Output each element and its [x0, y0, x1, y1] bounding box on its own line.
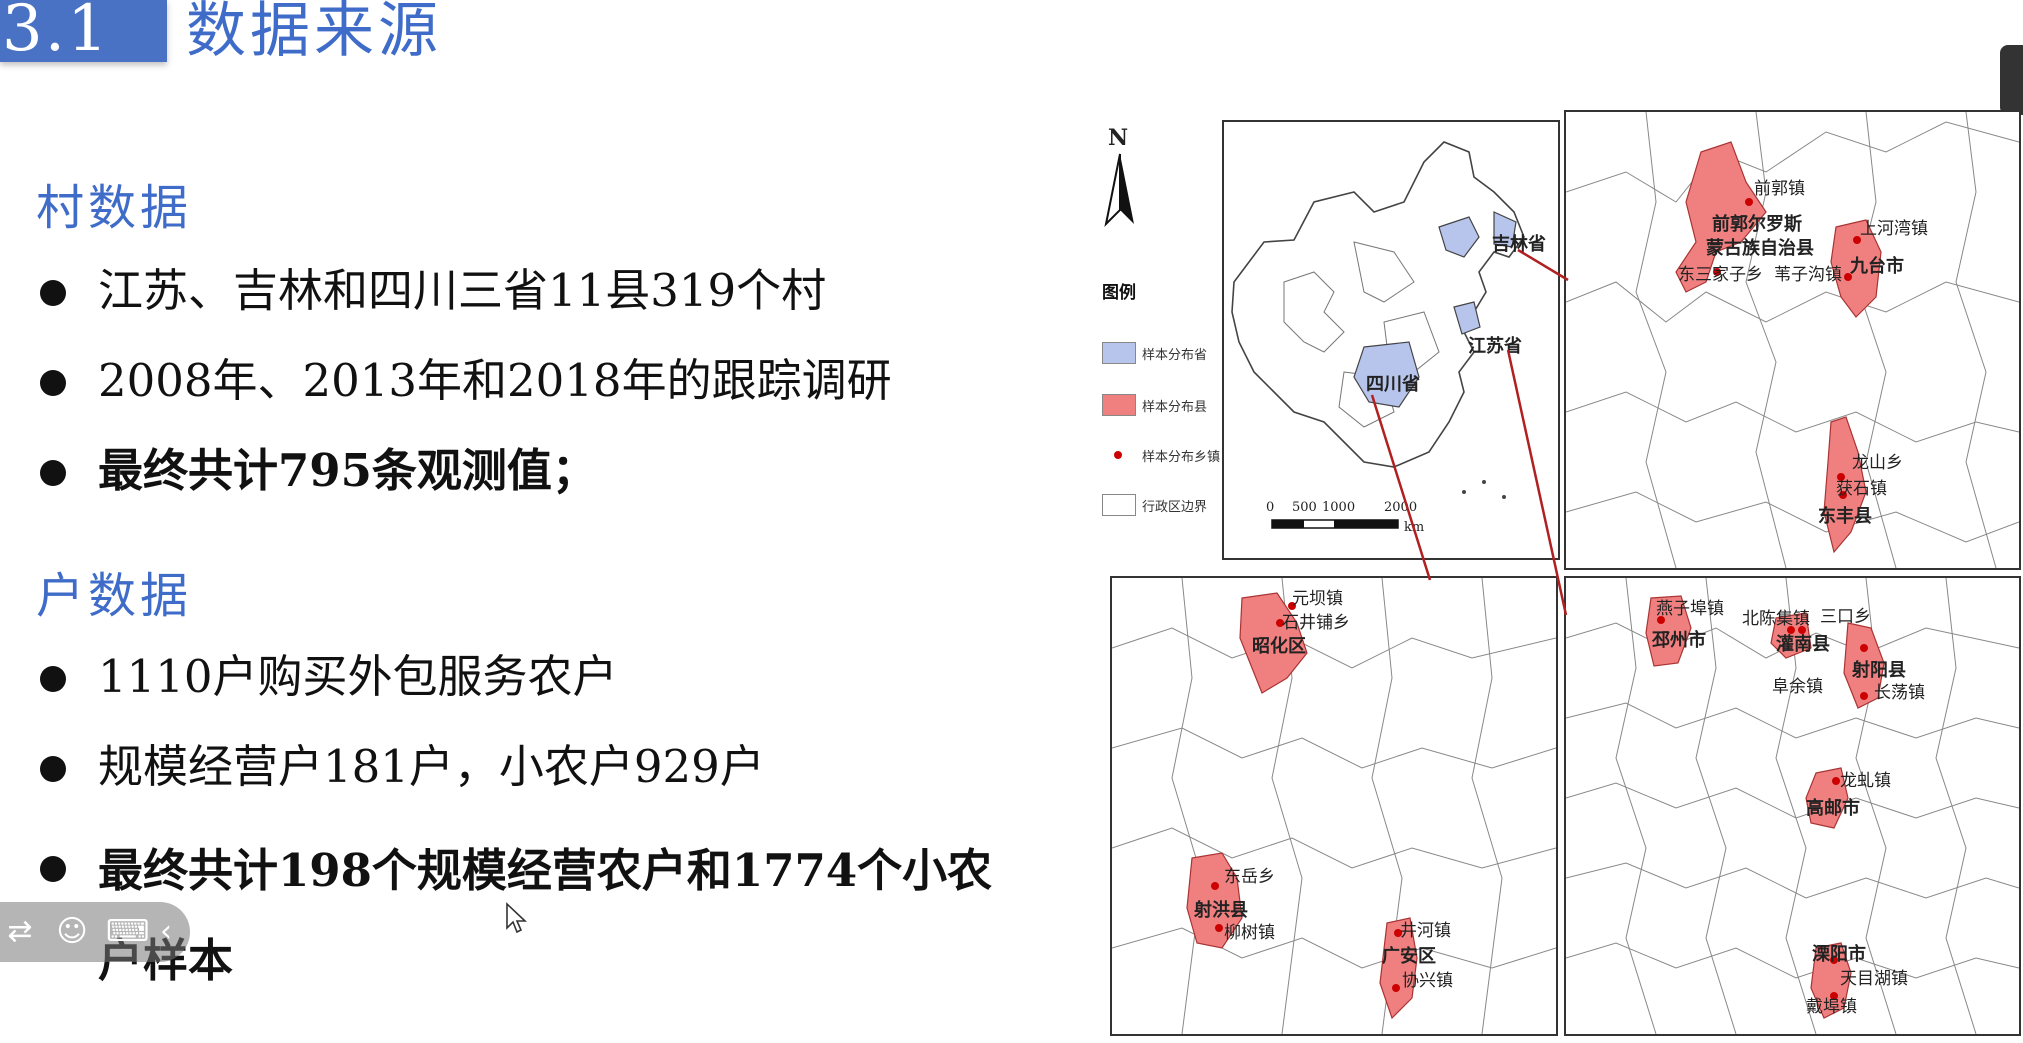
bullet-dot-icon [40, 856, 66, 882]
town-label: 天目湖镇 [1840, 969, 1908, 989]
section-number-badge: 3.1 [0, 0, 167, 62]
town-label: 长荡镇 [1874, 683, 1925, 703]
county-label: 昭化区 [1252, 636, 1306, 657]
town-label: 龙山乡 [1852, 453, 1903, 473]
county-label: 蒙古族自治县 [1706, 238, 1814, 259]
list-item: 最终共计198个规模经营农户和1774个小农户样本 [36, 826, 1028, 1006]
list-item: 最终共计795条观测值； [36, 440, 892, 530]
town-label: 阜余镇 [1772, 677, 1823, 697]
north-label: N [1108, 125, 1129, 151]
legend-item-province: 样本分布省 [1142, 348, 1208, 363]
side-handle[interactable] [2000, 45, 2023, 115]
keyboard-icon[interactable]: ⌨ [106, 914, 150, 949]
town-label: 龙虬镇 [1840, 771, 1891, 791]
town-label: 苇子沟镇 [1774, 265, 1842, 285]
province-label-jilin: 吉林省 [1492, 234, 1546, 255]
jilin-boundaries-icon [1566, 112, 2019, 568]
scale-tick: 500 [1292, 500, 1317, 515]
village-data-list: 江苏、吉林和四川三省11县319个村 2008年、2013年和2018年的跟踪调… [36, 260, 892, 530]
china-outline-icon [1231, 141, 1525, 529]
china-overview-panel: 吉林省 江苏省 四川省 0 500 1000 2000 km [1222, 120, 1560, 560]
north-arrow-icon [1104, 153, 1134, 228]
town-label: 上河湾镇 [1860, 219, 1928, 239]
province-label-sichuan: 四川省 [1366, 374, 1420, 395]
section-number: 3.1 [2, 0, 110, 62]
county-label: 九台市 [1850, 256, 1904, 277]
village-data-heading: 村数据 [36, 180, 193, 236]
legend-title: 图例 [1102, 283, 1136, 303]
county-label: 广安区 [1382, 946, 1436, 967]
legend-item-county: 样本分布县 [1142, 400, 1208, 415]
mouse-cursor-icon [506, 902, 527, 934]
page-title: 数据来源 [186, 0, 442, 66]
scale-unit: km [1404, 520, 1425, 535]
bullet-dot-icon [40, 666, 66, 692]
sichuan-boundaries-icon [1112, 578, 1556, 1034]
town-label: 三口乡 [1820, 607, 1871, 627]
sample-distribution-map: N 图例 样本分布省 样本分布县 样本分布乡镇 行政区边界 吉林省 江苏省 [1090, 110, 2023, 1043]
legend-swatch-county [1102, 394, 1136, 416]
jilin-detail-panel: 前郭镇 前郭尔罗斯 蒙古族自治县 东三家子乡 苇子沟镇 上河湾镇 九台市 龙山乡… [1564, 110, 2021, 570]
town-label: 井河镇 [1400, 921, 1451, 941]
town-dot-icon [1114, 451, 1122, 459]
town-label: 东三家子乡 [1678, 265, 1763, 285]
bullet-dot-icon [40, 280, 66, 306]
town-label: 协兴镇 [1402, 971, 1453, 991]
county-label: 高邮市 [1806, 798, 1860, 819]
scale-tick: 1000 [1322, 500, 1356, 515]
legend-swatch-province [1102, 342, 1136, 364]
list-item: 江苏、吉林和四川三省11县319个村 [36, 260, 892, 350]
legend-swatch-boundary [1102, 494, 1136, 516]
floating-toolbar[interactable]: ⇄ ☺ ⌨ ‹ [0, 902, 190, 962]
legend-item-boundary: 行政区边界 [1142, 500, 1208, 515]
household-data-list: 1110户购买外包服务农户 规模经营户181户，小农户929户 最终共计198个… [36, 646, 1028, 1006]
town-label: 石井铺乡 [1282, 613, 1350, 633]
county-label: 射洪县 [1194, 900, 1248, 921]
scale-tick: 0 [1266, 500, 1275, 515]
county-label: 邳州市 [1652, 630, 1706, 651]
scale-tick: 2000 [1384, 500, 1418, 515]
list-item: 2008年、2013年和2018年的跟踪调研 [36, 350, 892, 440]
share-icon[interactable]: ⇄ [7, 914, 33, 949]
sichuan-detail-panel: 元坝镇 石井铺乡 昭化区 东岳乡 射洪县 柳树镇 井河镇 广安区 协兴镇 [1110, 576, 1558, 1036]
household-data-heading: 户数据 [36, 568, 193, 624]
town-label: 柳树镇 [1224, 923, 1275, 943]
list-item: 1110户购买外包服务农户 [36, 646, 1028, 736]
town-label: 获石镇 [1836, 479, 1887, 499]
bullet-dot-icon [40, 756, 66, 782]
county-label: 前郭尔罗斯 [1712, 214, 1802, 235]
town-label: 戴埠镇 [1806, 997, 1857, 1017]
emoji-icon[interactable]: ☺ [56, 914, 88, 949]
county-label: 灌南县 [1776, 634, 1830, 655]
province-label-jiangsu: 江苏省 [1468, 336, 1522, 357]
jiangsu-boundaries-icon [1566, 578, 2019, 1034]
bullet-dot-icon [40, 370, 66, 396]
bullet-dot-icon [40, 460, 66, 486]
town-label: 北陈集镇 [1742, 609, 1810, 629]
town-label: 元坝镇 [1292, 589, 1343, 609]
town-label: 前郭镇 [1754, 179, 1805, 199]
list-item: 规模经营户181户，小农户929户 [36, 736, 1028, 826]
county-label: 溧阳市 [1812, 944, 1866, 965]
county-label: 东丰县 [1818, 506, 1872, 527]
town-label: 燕子埠镇 [1656, 599, 1724, 619]
jiangsu-detail-panel: 燕子埠镇 邳州市 北陈集镇 三口乡 灌南县 射阳县 阜余镇 长荡镇 龙虬镇 高邮… [1564, 576, 2021, 1036]
chevron-left-icon[interactable]: ‹ [160, 914, 172, 949]
town-label: 东岳乡 [1224, 867, 1275, 887]
legend-item-town: 样本分布乡镇 [1142, 450, 1221, 465]
county-label: 射阳县 [1852, 660, 1906, 681]
